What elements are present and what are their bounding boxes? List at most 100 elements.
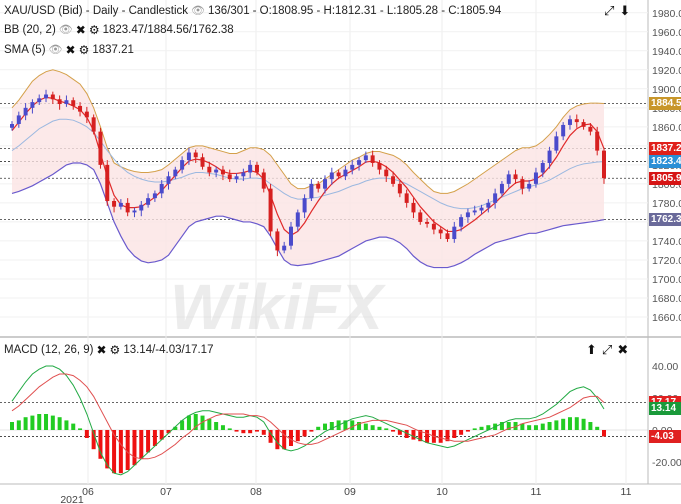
macd-histogram-bar <box>254 430 259 432</box>
gear-icon[interactable]: ⚙ <box>88 22 100 37</box>
arrow-up-icon[interactable]: ⬆ <box>586 342 597 357</box>
macd-legend: MACD (12, 26, 9) ✖ ⚙ 13.14/-4.03/17.17 <box>4 344 213 356</box>
close-icon[interactable]: ✖ <box>65 42 76 57</box>
candle-body <box>234 176 239 180</box>
candle-body <box>465 212 470 218</box>
bb-values: 1823.47/1884.56/1762.38 <box>102 23 234 36</box>
eye-icon[interactable]: 👁 <box>48 44 63 56</box>
candle-body <box>336 172 341 177</box>
candle-body <box>370 155 375 163</box>
sma-line <box>11 96 605 236</box>
candle-body <box>431 223 436 230</box>
candle-body <box>193 152 198 158</box>
time-tick-label: 07 <box>160 486 172 498</box>
macd-histogram-bar <box>391 430 396 432</box>
expand-icon[interactable]: ⤢ <box>604 3 615 18</box>
macd-histogram-bar <box>418 430 423 442</box>
macd-histogram-bar <box>78 428 83 430</box>
candle-body <box>132 210 137 213</box>
candles <box>10 89 606 257</box>
expand-icon[interactable]: ⤢ <box>601 342 613 357</box>
candle-body <box>486 202 491 208</box>
macd-histogram-bar <box>10 422 14 430</box>
macd-histogram-bar <box>363 423 368 430</box>
candle-body <box>554 136 559 151</box>
close-icon[interactable]: ✖ <box>96 343 107 357</box>
macd-histogram-bar <box>472 428 477 430</box>
candle-body <box>57 99 62 105</box>
bb-label: BB (20, 2) <box>4 23 56 36</box>
candle-body <box>459 217 464 227</box>
price-tick-label: 1740.00 <box>652 236 681 248</box>
candle-body <box>479 207 484 211</box>
candle-body <box>316 183 321 189</box>
macd-histogram-bar <box>370 425 375 430</box>
candle-body <box>452 226 457 240</box>
eye-icon[interactable]: 👁 <box>191 5 206 17</box>
macd-histogram-bar <box>588 422 593 430</box>
price-tick-label: 1700.00 <box>652 274 681 286</box>
macd-histogram-bar <box>452 430 457 438</box>
candle-body <box>425 221 430 224</box>
macd-tag: -4.03 <box>649 429 681 443</box>
macd-histogram-bar <box>275 430 280 450</box>
time-tick-label: 09 <box>344 486 356 498</box>
macd-histogram-bar <box>241 430 246 434</box>
candle-body <box>16 115 21 124</box>
candle-body <box>513 174 518 180</box>
arrow-down-icon[interactable]: ⬇ <box>619 3 631 18</box>
candle-body <box>357 160 362 165</box>
candle-body <box>220 169 225 175</box>
candle-body <box>418 212 423 222</box>
main-tools: ⤢ ⬇ <box>604 3 630 19</box>
candle-body <box>37 98 42 103</box>
macd-histogram-bar <box>261 430 266 435</box>
candle-body <box>200 157 205 167</box>
macd-histogram-bar <box>91 430 96 450</box>
gear-icon[interactable]: ⚙ <box>109 343 121 357</box>
macd-histogram-bar <box>50 415 55 430</box>
time-tick-label: 10 <box>436 486 448 498</box>
macd-histogram-bar <box>234 430 239 432</box>
macd-histogram-bar <box>200 415 205 430</box>
macd-histogram-bar <box>37 414 42 430</box>
macd-histogram-bar <box>44 414 49 430</box>
candle-body <box>377 162 382 170</box>
macd-histogram-bar <box>227 428 232 430</box>
macd-histogram-bar <box>71 423 76 430</box>
candle-body <box>404 193 409 203</box>
close-icon[interactable]: ✖ <box>75 22 86 37</box>
close-icon[interactable]: ✖ <box>617 342 629 357</box>
macd-histogram-bar <box>397 430 402 435</box>
candle-body <box>180 160 185 170</box>
candle-body <box>91 117 96 132</box>
time-tick-label: 11 <box>531 486 542 498</box>
candle-body <box>302 198 307 213</box>
macd-histogram-bar <box>180 420 185 430</box>
macd-histogram-bar <box>214 422 219 430</box>
macd-histogram-bar <box>377 426 382 430</box>
candle-body <box>78 105 83 112</box>
macd-histogram-bar <box>343 420 348 430</box>
candle-body <box>254 164 259 173</box>
macd-histogram-bar <box>574 417 579 430</box>
macd-histogram-bar <box>207 418 212 430</box>
candle-body <box>146 198 151 205</box>
macd-histogram-bar <box>561 418 566 430</box>
macd-histogram-bar <box>486 425 491 430</box>
candle-body <box>574 119 579 123</box>
year-label: 2021 <box>60 494 84 504</box>
gear-icon[interactable]: ⚙ <box>78 42 90 57</box>
candle-body <box>391 176 396 184</box>
macd-histogram-bar <box>499 422 504 430</box>
macd-histogram-bar <box>64 420 69 430</box>
candle-body <box>540 162 545 173</box>
candle-body <box>166 176 171 184</box>
macd-histogram-bar <box>547 422 552 430</box>
macd-histogram-bar <box>357 422 362 430</box>
macd-histogram-bar <box>316 426 321 430</box>
macd-histogram-bar <box>146 430 151 453</box>
macd-histogram-bar <box>513 422 518 430</box>
eye-icon[interactable]: 👁 <box>58 24 73 36</box>
